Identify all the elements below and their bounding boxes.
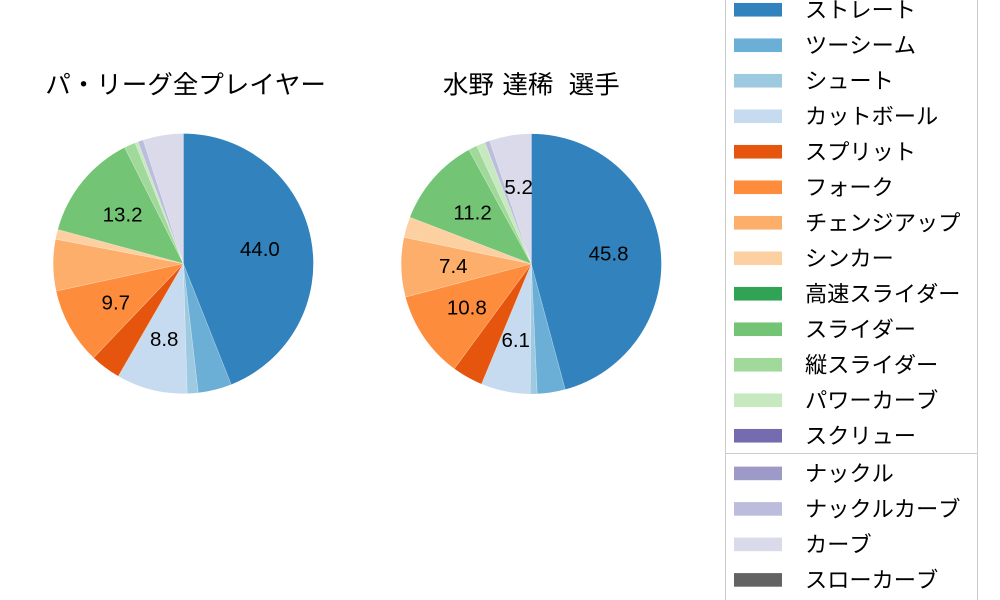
svg-text:10.8: 10.8 — [447, 297, 487, 320]
svg-text:9.7: 9.7 — [102, 292, 131, 315]
svg-text:6.1: 6.1 — [501, 329, 530, 352]
svg-text:8.8: 8.8 — [150, 328, 179, 351]
svg-text:44.0: 44.0 — [240, 238, 280, 261]
svg-text:13.2: 13.2 — [103, 204, 143, 227]
svg-text:45.8: 45.8 — [589, 243, 629, 266]
svg-text:5.2: 5.2 — [504, 176, 533, 199]
svg-text:7.4: 7.4 — [439, 255, 468, 278]
svg-text:11.2: 11.2 — [453, 202, 491, 225]
